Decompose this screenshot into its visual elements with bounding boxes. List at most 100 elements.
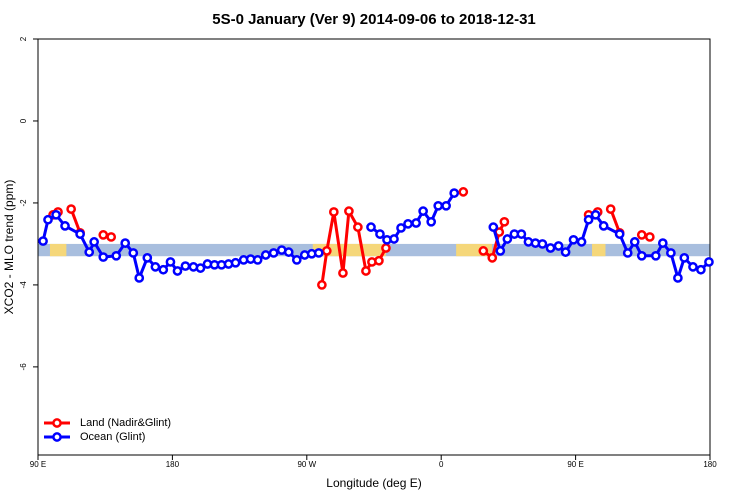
data-point <box>98 252 109 262</box>
data-point <box>128 248 139 258</box>
data-point <box>537 239 548 249</box>
data-point <box>252 255 263 265</box>
data-point <box>165 257 176 267</box>
data-point <box>644 232 655 242</box>
data-point <box>598 221 609 231</box>
data-point <box>66 204 77 214</box>
data-point <box>366 222 376 232</box>
data-point <box>328 207 339 217</box>
data-point <box>499 216 510 227</box>
data-point <box>657 238 668 248</box>
data-point <box>396 223 406 233</box>
chart-title: 5S-0 January (Ver 9) 2014-09-06 to 2018-… <box>212 11 536 28</box>
data-point <box>60 221 70 231</box>
data-point <box>614 229 625 239</box>
data-point <box>576 237 587 247</box>
data-point <box>545 243 556 253</box>
data-point <box>317 280 327 290</box>
data-point <box>374 255 384 266</box>
data-point <box>560 247 571 257</box>
y-tick-label: -2 <box>19 199 28 207</box>
data-point <box>321 246 332 256</box>
data-point <box>679 253 690 263</box>
data-point <box>553 241 564 251</box>
data-point <box>158 264 169 275</box>
data-point <box>268 248 279 258</box>
land-span <box>49 243 67 257</box>
data-point <box>361 266 371 276</box>
data-point <box>704 257 714 267</box>
data-point <box>488 222 499 232</box>
data-point <box>605 204 616 214</box>
data-point <box>84 247 95 257</box>
data-point <box>89 237 99 247</box>
x-axis-label: Longitude (deg E) <box>326 476 421 490</box>
x-tick-label: 90 E <box>567 460 583 469</box>
x-tick-label: 90 E <box>30 460 46 469</box>
land-span <box>592 243 606 257</box>
data-point <box>487 253 498 263</box>
data-point <box>403 218 413 229</box>
y-tick-label: -4 <box>19 281 28 289</box>
y-tick-label: -6 <box>19 363 28 371</box>
x-tick-label: 180 <box>703 460 717 469</box>
data-point <box>516 229 527 239</box>
data-point <box>590 209 601 220</box>
data-point <box>98 230 109 240</box>
data-point <box>418 206 428 216</box>
y-axis-label: XCO2 - MLO trend (ppm) <box>2 180 16 315</box>
data-point <box>344 206 354 216</box>
data-point <box>666 248 676 258</box>
data-point <box>650 250 661 261</box>
data-point <box>411 218 421 228</box>
data-point <box>291 255 302 265</box>
data-point <box>353 222 363 232</box>
data-point <box>180 261 191 271</box>
data-point <box>583 214 594 225</box>
data-point <box>622 248 633 258</box>
data-point <box>389 234 399 244</box>
data-point <box>75 229 85 239</box>
data-point <box>38 236 48 246</box>
data-point <box>150 262 161 272</box>
x-tick-label: 90 W <box>297 460 316 469</box>
data-point <box>426 216 437 227</box>
data-point <box>134 273 145 283</box>
x-tick-label: 180 <box>166 460 180 469</box>
data-point <box>172 266 183 276</box>
data-point <box>636 230 647 240</box>
data-point <box>260 250 271 260</box>
data-point <box>688 262 698 272</box>
data-point <box>568 234 579 245</box>
x-tick-label: 0 <box>439 460 444 469</box>
data-point <box>230 257 241 268</box>
plot-frame <box>37 38 711 456</box>
data-point <box>636 250 647 261</box>
data-point <box>111 250 122 261</box>
data-point <box>673 273 683 283</box>
legend-marker <box>52 432 62 442</box>
data-point <box>313 248 324 258</box>
y-tick-label: 2 <box>19 36 28 41</box>
data-point <box>433 200 444 211</box>
data-point <box>375 229 385 239</box>
legend-label: Ocean (Glint) <box>80 431 145 443</box>
data-point <box>195 263 206 273</box>
data-point <box>458 187 469 197</box>
data-point <box>51 209 61 220</box>
legend-label: Land (Nadir&Glint) <box>80 417 171 429</box>
data-point <box>338 268 348 278</box>
data-point <box>441 200 451 211</box>
data-point <box>502 234 513 244</box>
data-point <box>381 243 391 253</box>
data-point <box>495 246 506 256</box>
data-point <box>142 253 153 263</box>
data-point <box>283 247 294 257</box>
data-point <box>696 264 706 275</box>
data-point <box>106 232 117 242</box>
y-tick-label: 0 <box>19 118 28 123</box>
data-point <box>478 246 489 256</box>
data-point <box>629 237 640 247</box>
data-point <box>449 188 460 198</box>
